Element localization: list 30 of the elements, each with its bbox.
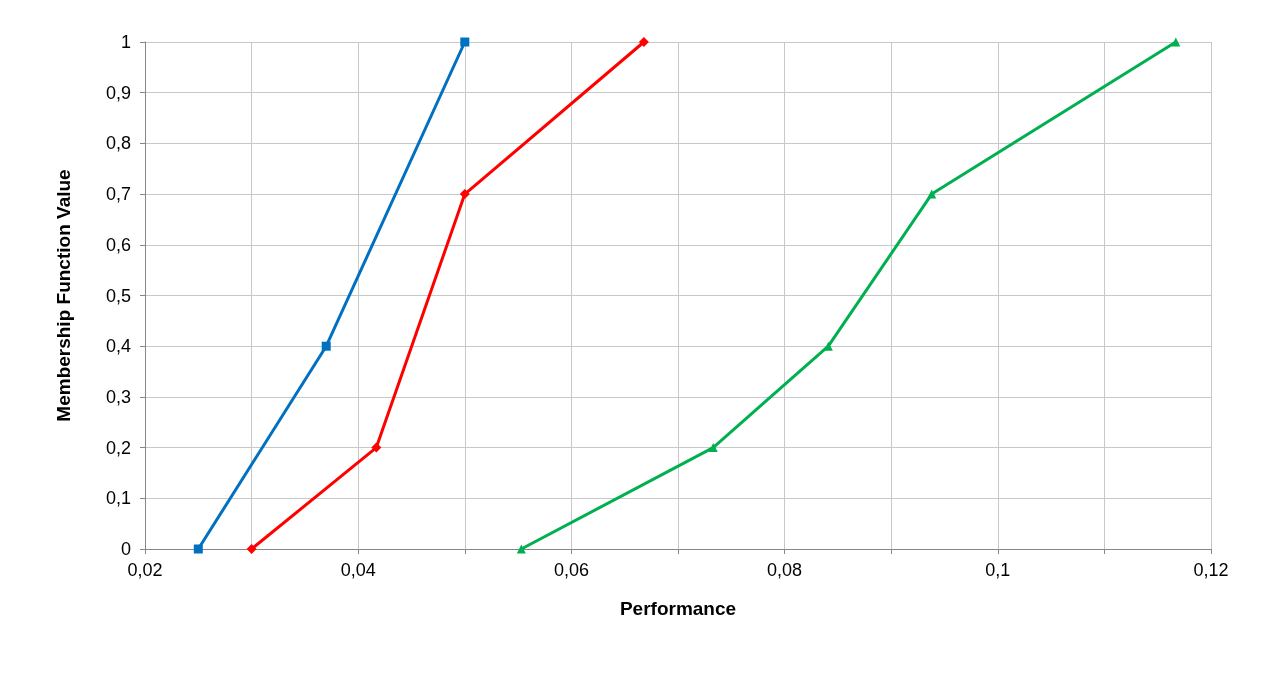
y-tick-label: 0: [120, 539, 131, 559]
y-tick-label: 0,8: [105, 133, 131, 154]
point: [708, 443, 718, 453]
x-axis-title: Performance: [619, 598, 737, 619]
y-tick-label: 0,3: [105, 386, 131, 407]
y-axis-title: Membership Function Value: [53, 169, 74, 422]
x-tick-label: 0,1: [985, 560, 1011, 580]
y-tick-label: 0,5: [105, 285, 131, 306]
point: [246, 544, 257, 554]
y-tick-label: 0,6: [105, 234, 131, 255]
point: [321, 341, 331, 351]
point: [638, 37, 649, 47]
point: [1171, 37, 1181, 47]
x-tick-label: 0,02: [127, 560, 163, 580]
y-tick-label: 0,9: [105, 82, 131, 103]
x-tick-label: 0,12: [1193, 560, 1229, 580]
point: [460, 37, 470, 47]
point: [193, 544, 203, 554]
y-tick-label: 0,7: [105, 184, 131, 205]
point: [927, 189, 937, 199]
x-tick-label: 0,08: [767, 560, 803, 580]
point: [459, 189, 470, 200]
point: [371, 442, 382, 453]
point: [516, 544, 526, 554]
x-tick-label: 0,04: [340, 560, 376, 580]
y-tick-label: 0,2: [105, 437, 131, 458]
x-tick-label: 0,06: [553, 560, 589, 580]
y-tick-label: 0,4: [105, 336, 131, 357]
y-tick-label: 0,1: [105, 488, 131, 509]
y-tick-label: 1: [120, 32, 131, 52]
